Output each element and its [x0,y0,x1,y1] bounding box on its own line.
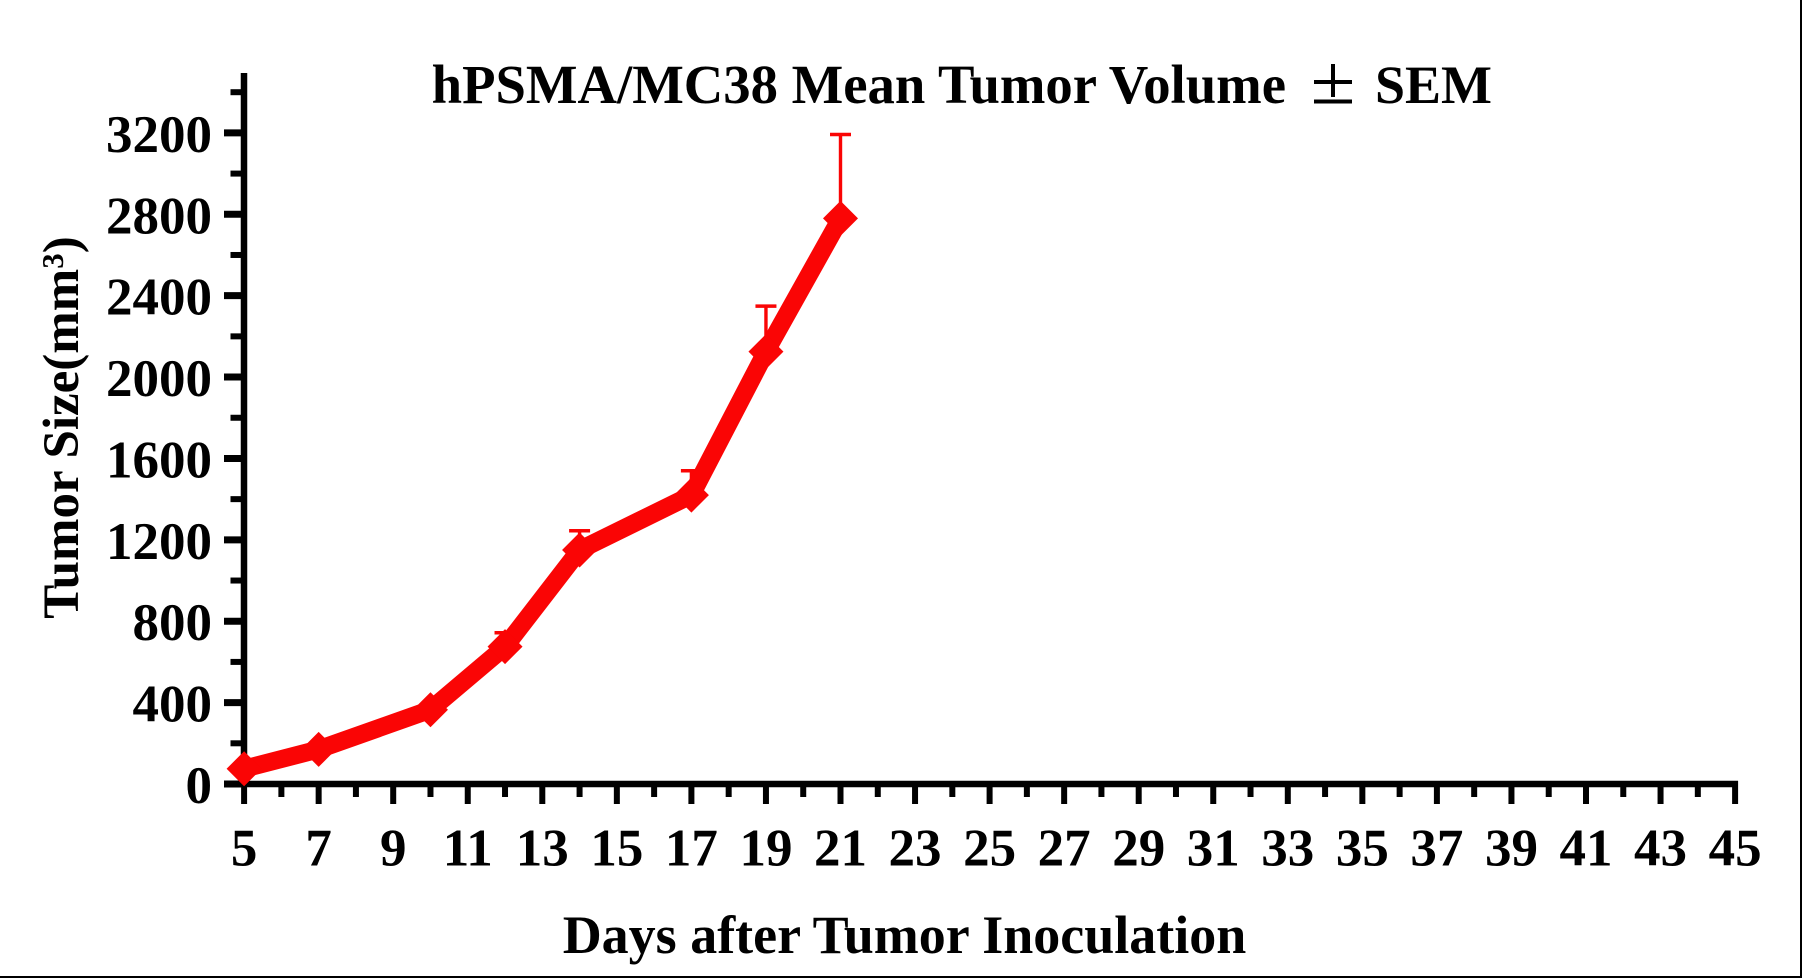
svg-text:11: 11 [443,820,493,878]
svg-text:5: 5 [231,820,258,878]
svg-text:7: 7 [305,820,332,878]
svg-text:Tumor Size(mm3): Tumor Size(mm3) [34,236,90,618]
svg-text:400: 400 [133,676,213,734]
svg-text:23: 23 [889,820,942,878]
svg-text:29: 29 [1112,820,1165,878]
svg-text:800: 800 [133,594,213,652]
svg-text:41: 41 [1560,820,1613,878]
svg-text:33: 33 [1261,820,1314,878]
svg-text:1200: 1200 [106,513,212,571]
svg-text:17: 17 [665,820,718,878]
svg-text:0: 0 [186,757,213,815]
svg-text:9: 9 [380,820,407,878]
svg-text:27: 27 [1038,820,1091,878]
svg-text:1600: 1600 [106,431,212,489]
svg-text:2800: 2800 [106,187,212,245]
svg-text:45: 45 [1709,820,1762,878]
svg-text:35: 35 [1336,820,1389,878]
svg-text:31: 31 [1187,820,1240,878]
svg-text:2000: 2000 [106,350,212,408]
svg-text:25: 25 [963,820,1016,878]
svg-text:39: 39 [1485,820,1538,878]
svg-text:37: 37 [1410,820,1463,878]
svg-text:3200: 3200 [106,106,212,164]
svg-text:Days after Tumor Inoculation: Days after Tumor Inoculation [563,905,1247,965]
svg-text:15: 15 [590,820,643,878]
svg-text:19: 19 [739,820,792,878]
svg-text:13: 13 [516,820,569,878]
svg-text:43: 43 [1634,820,1687,878]
svg-text:2400: 2400 [106,269,212,327]
svg-text:hPSMA/MC38 Mean Tumor Volume: hPSMA/MC38 Mean Tumor Volume [432,54,1286,115]
svg-text:21: 21 [814,820,867,878]
svg-text:SEM: SEM [1375,55,1492,115]
